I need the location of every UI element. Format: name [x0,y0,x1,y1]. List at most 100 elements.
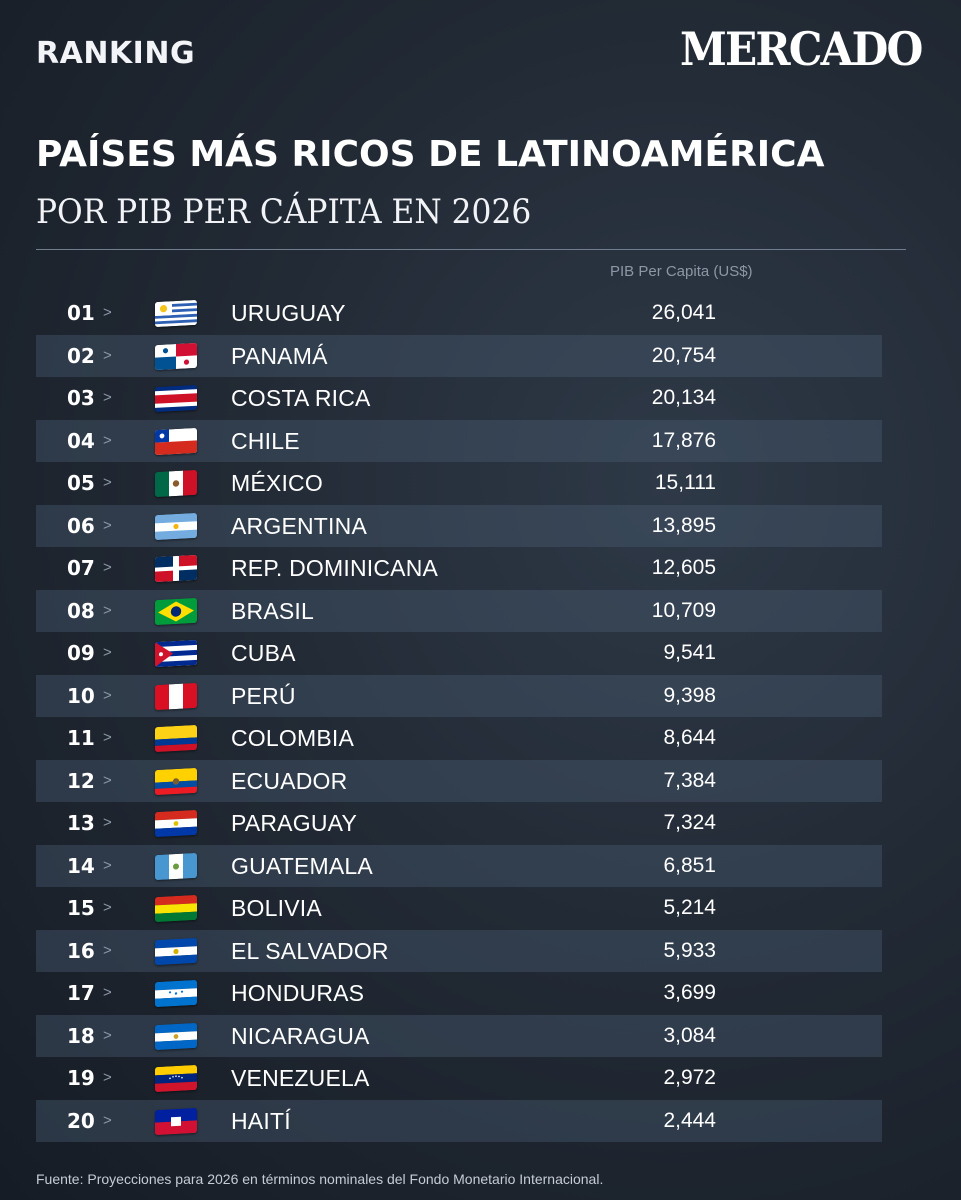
rank-number: 09 [67,641,95,665]
uruguay-flag-icon [155,299,197,328]
ranking-table: 01 > URUGUAY 26,041 02 > PANAMÁ 20,754 03 > COSTA … [36,292,882,1142]
argentina-flag-icon [155,512,197,540]
table-row: 13 > PARAGUAY 7,324 [36,802,882,845]
gdp-per-capita-value: 17,876 [651,428,716,452]
rank-number: 16 [67,938,95,963]
gdp-per-capita-value: 3,699 [663,981,716,1004]
panama-flag-icon [155,342,197,370]
gdp-per-capita-value: 20,754 [651,343,716,367]
chevron-right-icon: > [103,389,112,406]
gdp-per-capita-value: 6,851 [663,853,716,877]
table-row: 12 > ECUADOR 7,384 [36,759,882,802]
gdp-per-capita-value: 7,384 [663,768,716,792]
country-name: COLOMBIA [231,725,355,751]
brazil-flag-icon [155,597,197,625]
nicaragua-flag-icon [155,1022,197,1050]
country-name: ARGENTINA [231,512,367,539]
rank-number: 03 [67,386,95,410]
table-row: 09 > CUBA 9,541 [36,632,882,675]
mexico-flag-icon [155,469,197,498]
rank-number: 18 [67,1023,95,1048]
gdp-per-capita-value: 9,541 [663,641,716,664]
rank-number: 17 [67,981,95,1005]
rank-number: 13 [67,811,95,835]
gdp-per-capita-value: 2,972 [663,1066,716,1089]
chevron-right-icon: > [103,1069,112,1086]
cuba-flag-icon [155,639,197,668]
gdp-per-capita-value: 26,041 [651,301,716,324]
country-name: NICARAGUA [231,1022,370,1049]
country-name: BRASIL [231,597,315,624]
table-row: 20 > HAITÍ 2,444 [36,1099,882,1142]
colombia-flag-icon [155,724,197,753]
gdp-per-capita-value: 5,214 [663,896,716,919]
costa-rica-flag-icon [155,384,197,413]
country-name: HONDURAS [231,980,365,1006]
dominican-republic-flag-icon [155,554,197,583]
country-name: BOLIVIA [231,895,322,921]
rank-number: 12 [67,768,95,793]
chevron-right-icon: > [103,304,112,321]
rank-number: 06 [67,513,95,538]
gdp-per-capita-value: 7,324 [663,811,716,834]
gdp-per-capita-value: 8,644 [663,726,716,749]
table-row: 07 > REP. DOMINICANA 12,605 [36,547,882,590]
table-row: 10 > PERÚ 9,398 [36,674,882,717]
chevron-right-icon: > [103,686,112,704]
el-salvador-flag-icon [155,937,197,965]
country-name: ECUADOR [231,767,348,794]
table-row: 06 > ARGENTINA 13,895 [36,504,882,547]
table-row: 02 > PANAMÁ 20,754 [36,334,882,377]
gdp-per-capita-value: 15,111 [654,471,716,494]
chevron-right-icon: > [103,346,112,364]
chevron-right-icon: > [103,474,112,491]
gdp-per-capita-value: 2,444 [663,1108,716,1132]
chevron-right-icon: > [103,729,112,746]
paraguay-flag-icon [155,809,197,838]
bolivia-flag-icon [155,894,197,923]
rank-number: 19 [67,1066,95,1090]
chile-flag-icon [155,427,197,455]
table-row: 11 > COLOMBIA 8,644 [36,717,882,760]
gdp-per-capita-value: 3,084 [663,1023,716,1047]
rank-number: 15 [67,896,95,920]
page-subtitle: POR PIB PER CÁPITA EN 2026 [36,192,532,232]
section-kicker: RANKING [36,36,196,71]
table-row: 17 > HONDURAS 3,699 [36,972,882,1015]
rank-number: 08 [67,598,95,623]
chevron-right-icon: > [103,899,112,916]
chevron-right-icon: > [103,516,112,534]
country-name: GUATEMALA [231,852,373,879]
rank-number: 01 [67,301,95,325]
gdp-per-capita-value: 13,895 [651,513,716,537]
chevron-right-icon: > [103,856,112,874]
gdp-per-capita-value: 10,709 [651,598,716,622]
chevron-right-icon: > [103,644,112,661]
rank-number: 04 [67,428,95,453]
chevron-right-icon: > [103,984,112,1001]
table-row: 04 > CHILE 17,876 [36,419,882,462]
chevron-right-icon: > [103,1111,112,1129]
country-name: URUGUAY [231,300,346,326]
table-row: 15 > BOLIVIA 5,214 [36,887,882,930]
table-row: 19 > VENEZUELA 2,972 [36,1057,882,1100]
gdp-per-capita-value: 9,398 [663,683,716,707]
gdp-per-capita-value: 20,134 [651,386,716,409]
table-row: 01 > URUGUAY 26,041 [36,292,882,335]
title-divider [36,249,906,250]
table-row: 03 > COSTA RICA 20,134 [36,377,882,420]
country-name: PERÚ [231,682,296,709]
country-name: CUBA [231,640,296,666]
source-note: Fuente: Proyecciones para 2026 en términ… [36,1171,604,1187]
rank-number: 05 [67,471,95,495]
country-name: PARAGUAY [231,810,357,836]
chevron-right-icon: > [103,814,112,831]
chevron-right-icon: > [103,771,112,789]
rank-number: 07 [67,556,95,580]
country-name: EL SALVADOR [231,937,389,964]
chevron-right-icon: > [103,559,112,576]
country-name: VENEZUELA [231,1065,370,1091]
country-name: COSTA RICA [231,385,371,411]
rank-number: 02 [67,343,95,368]
table-row: 05 > MÉXICO 15,111 [36,462,882,505]
